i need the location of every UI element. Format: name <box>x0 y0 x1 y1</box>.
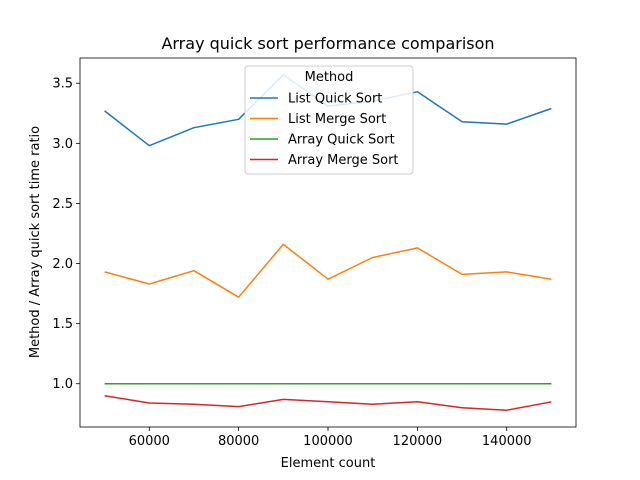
series-line-4 <box>104 394 552 411</box>
legend-entry-2: List Merge Sort <box>288 112 386 127</box>
legend-box <box>244 65 414 175</box>
legend-entry-3: Array Quick Sort <box>288 133 395 148</box>
x-tick-label: 60000 <box>129 434 170 449</box>
y-axis-label: Method / Array quick sort time ratio <box>28 126 43 358</box>
x-tick-label: 80000 <box>218 434 259 449</box>
plot-area: 60000 80000 100000 120000 140000 1.0 1.5 2.0 2.5… <box>52 57 577 449</box>
y-tick-label: 1.0 <box>52 377 73 392</box>
legend-entry-4: Array Merge Sort <box>288 153 399 168</box>
x-tick-label: 120000 <box>393 434 443 449</box>
legend: Method List Quick Sort List Merge Sort Arra… <box>244 65 414 175</box>
x-tick-label: 100000 <box>303 434 353 449</box>
chart-title: Array quick sort performance comparison <box>161 34 494 53</box>
legend-title: Method <box>305 70 354 85</box>
series-line-2 <box>104 243 552 298</box>
x-tick-label: 140000 <box>482 434 532 449</box>
y-tick-label: 3.5 <box>52 77 73 92</box>
y-tick-label: 3.0 <box>52 137 73 152</box>
y-tick-label: 1.5 <box>52 317 73 332</box>
y-tick-label: 2.0 <box>52 257 73 272</box>
x-axis-label: Element count <box>281 456 376 471</box>
y-tick-label: 2.5 <box>52 197 73 212</box>
legend-entry-1: List Quick Sort <box>288 92 382 107</box>
